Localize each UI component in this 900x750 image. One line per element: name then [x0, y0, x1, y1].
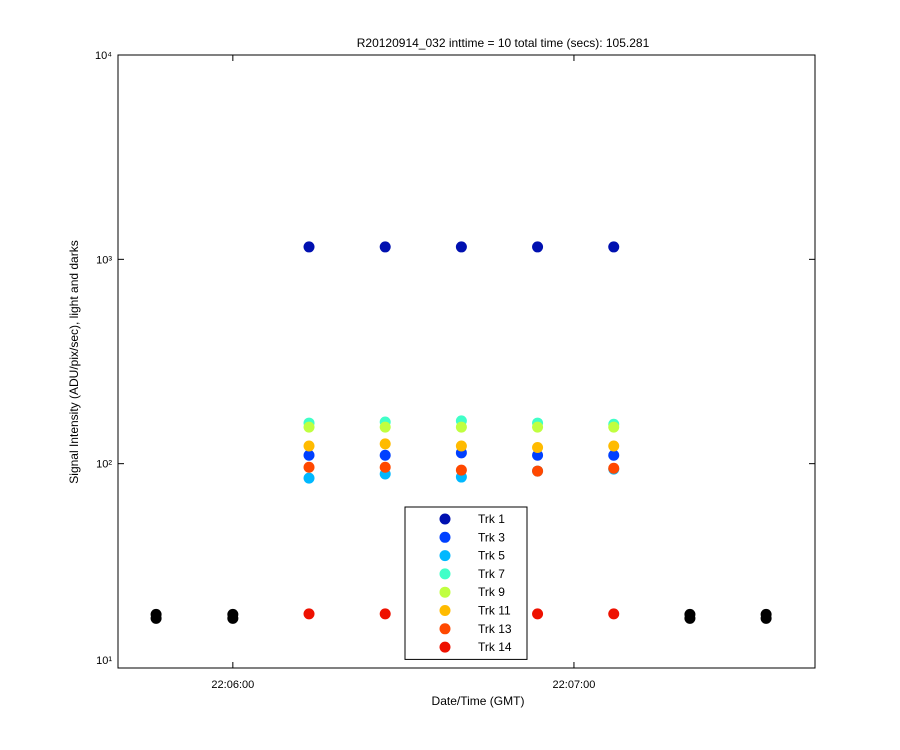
data-point — [227, 608, 239, 620]
plot-frame — [117, 54, 816, 669]
data-point — [303, 440, 315, 452]
legend-box — [404, 506, 528, 660]
data-point — [455, 421, 467, 433]
legend-label: Trk 7 — [478, 567, 505, 581]
y-tick-label: 10⁴ — [95, 50, 112, 62]
data-point — [150, 608, 162, 620]
y-tick-label: 10² — [96, 459, 112, 471]
data-point — [532, 421, 544, 433]
data-point — [608, 440, 620, 452]
data-point — [532, 441, 544, 453]
data-point — [455, 464, 467, 476]
y-axis-label: Signal Intensity (ADU/pix/sec), light an… — [67, 240, 81, 483]
data-point — [303, 449, 315, 461]
data-point — [608, 449, 620, 461]
legend-marker — [439, 568, 451, 580]
legend-marker — [439, 641, 451, 653]
legend-label: Trk 1 — [478, 512, 505, 526]
data-point — [379, 449, 391, 461]
legend-label: Trk 13 — [478, 622, 512, 636]
data-point — [608, 608, 620, 620]
legend-marker — [439, 550, 451, 562]
data-point — [379, 608, 391, 620]
x-tick-label: 22:06:00 — [211, 679, 254, 691]
data-point — [532, 465, 544, 477]
chart-title: R20120914_032 inttime = 10 total time (s… — [357, 36, 650, 50]
legend-label: Trk 3 — [478, 530, 505, 544]
data-point — [608, 462, 620, 474]
data-point — [684, 608, 696, 620]
data-point — [532, 608, 544, 620]
y-tick-label: 10³ — [96, 254, 112, 266]
legend-marker — [439, 531, 451, 543]
legend-marker — [439, 623, 451, 635]
data-point — [455, 440, 467, 452]
data-point — [760, 608, 772, 620]
data-point — [532, 449, 544, 461]
data-point — [532, 241, 544, 253]
data-point — [379, 461, 391, 473]
legend-marker — [439, 513, 451, 525]
legend-label: Trk 14 — [478, 640, 512, 654]
legend-marker — [439, 605, 451, 616]
data-point — [608, 241, 620, 253]
legend-label: Trk 5 — [478, 549, 505, 563]
data-point — [608, 421, 620, 433]
legend-label: Trk 9 — [478, 585, 505, 599]
y-tick-label: 10¹ — [96, 655, 112, 667]
data-point — [303, 461, 315, 473]
data-point — [303, 472, 315, 484]
data-point — [303, 241, 315, 253]
legend-label: Trk 11 — [478, 604, 511, 618]
data-point — [379, 241, 391, 253]
x-axis-label: Date/Time (GMT) — [432, 694, 525, 708]
data-point — [379, 438, 391, 450]
x-tick-label: 22:07:00 — [553, 679, 596, 691]
data-point — [303, 608, 315, 620]
legend-marker — [439, 586, 451, 598]
data-point — [455, 241, 467, 253]
data-point — [379, 421, 391, 433]
data-point — [303, 421, 315, 433]
